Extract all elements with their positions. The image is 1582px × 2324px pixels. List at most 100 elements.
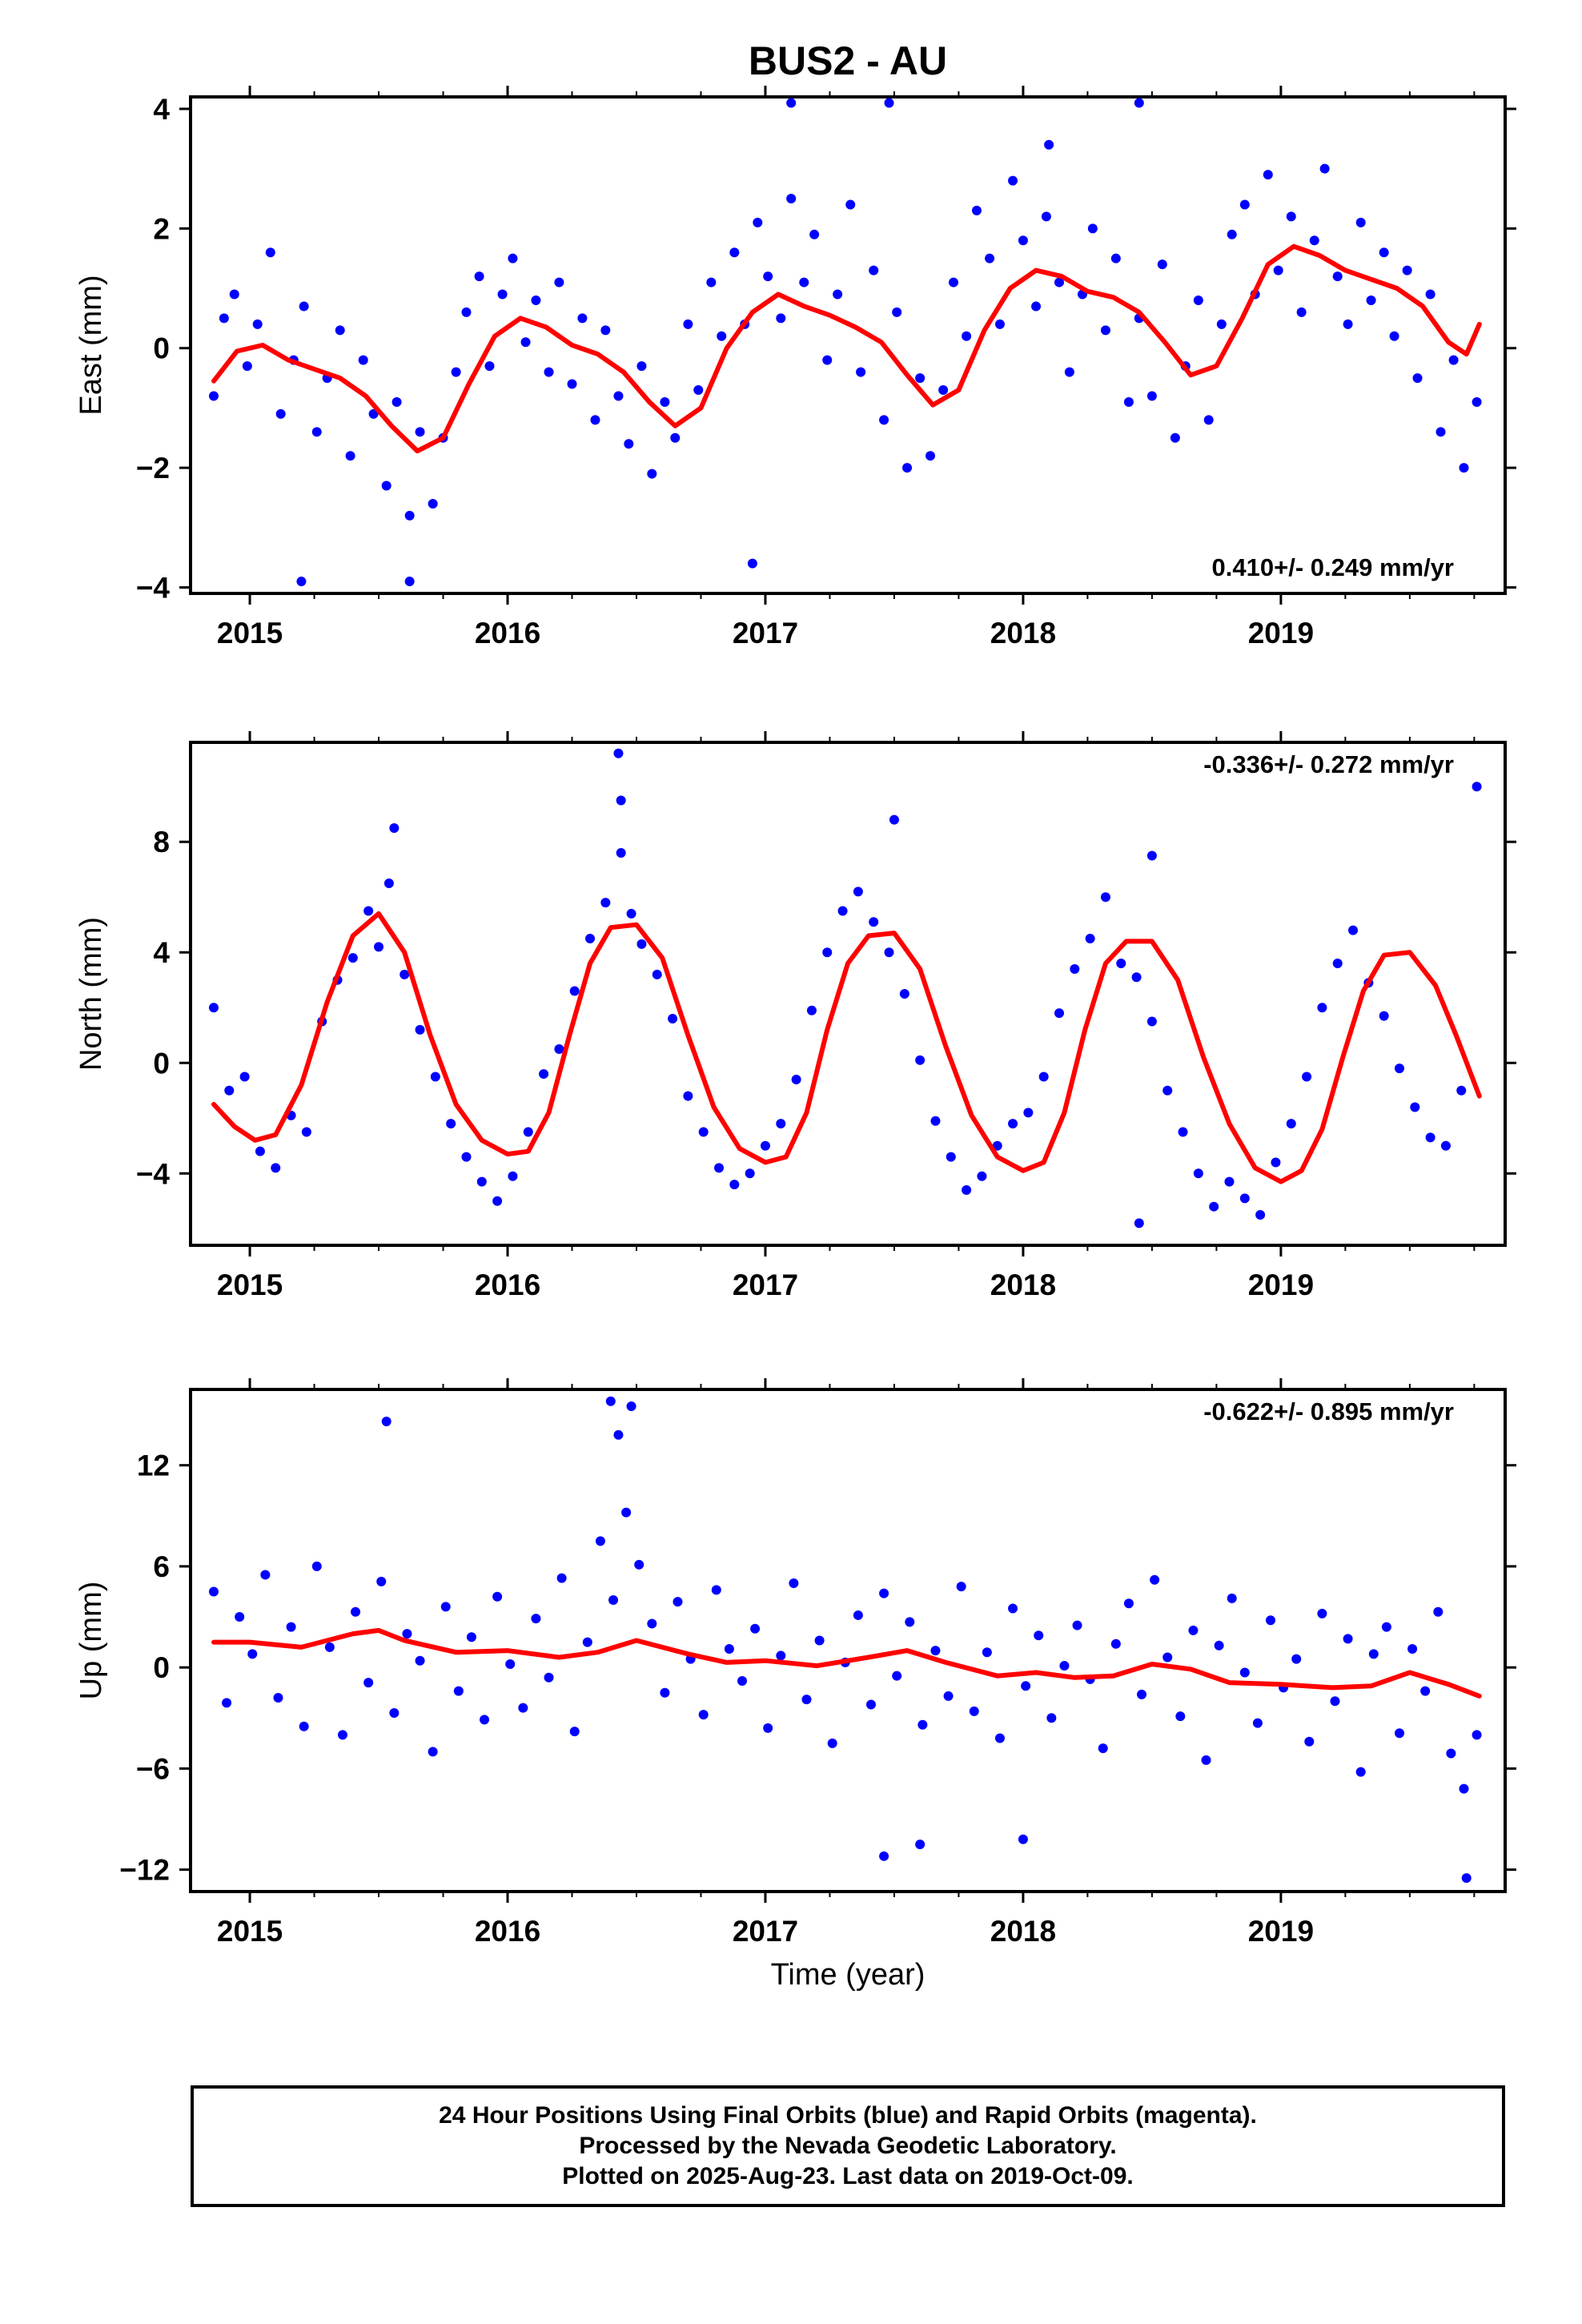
north-data-point xyxy=(853,887,863,897)
north-panel: 2015 2016 2017 2018 2019 8 4 0 −4 North (mm) -0.33… xyxy=(74,731,1516,1301)
up-data-point xyxy=(1034,1630,1044,1641)
east-data-point xyxy=(368,408,379,419)
north-data-layer xyxy=(208,748,1482,1228)
north-data-point xyxy=(1023,1108,1034,1118)
north-data-point xyxy=(461,1152,472,1162)
up-data-point xyxy=(453,1686,464,1696)
north-data-point xyxy=(508,1171,518,1181)
north-data-point xyxy=(977,1171,987,1181)
north-data-point xyxy=(626,908,636,919)
up-data-point xyxy=(1381,1622,1391,1632)
up-data-point xyxy=(827,1738,837,1748)
north-data-point xyxy=(946,1152,956,1162)
north-data-point xyxy=(492,1196,503,1206)
east-data-point xyxy=(299,301,309,312)
east-data-point xyxy=(799,277,809,287)
north-data-point xyxy=(1178,1127,1188,1137)
east-data-point xyxy=(567,379,577,389)
north-data-point xyxy=(446,1119,456,1129)
east-data-point xyxy=(1146,391,1157,401)
north-data-point xyxy=(1146,850,1157,861)
north-data-point xyxy=(415,1024,425,1035)
east-data-point xyxy=(786,98,797,108)
north-data-point xyxy=(714,1163,725,1173)
east-data-point xyxy=(729,247,740,258)
east-data-point xyxy=(531,295,541,305)
north-data-point xyxy=(1209,1201,1219,1212)
north-data-point xyxy=(569,986,580,996)
up-x-tick-label: 2018 xyxy=(990,1915,1056,1948)
up-data-point xyxy=(608,1595,619,1606)
north-data-point xyxy=(1472,782,1482,792)
east-data-point xyxy=(786,193,797,203)
up-data-point xyxy=(337,1730,347,1740)
east-data-point xyxy=(971,205,982,215)
up-data-point xyxy=(943,1691,954,1701)
up-data-point xyxy=(750,1623,761,1634)
up-data-point xyxy=(1175,1711,1186,1722)
up-data-point xyxy=(1239,1667,1250,1678)
east-fit-curve xyxy=(211,243,1482,454)
up-data-point xyxy=(915,1839,926,1850)
north-data-point xyxy=(208,1003,219,1013)
east-x-tick-label: 2019 xyxy=(1248,617,1314,649)
east-data-point xyxy=(1448,355,1459,365)
east-data-point xyxy=(994,319,1005,329)
north-data-point xyxy=(1146,1016,1157,1027)
up-data-point xyxy=(1433,1606,1443,1617)
up-data-point xyxy=(982,1647,992,1658)
up-data-point xyxy=(1021,1681,1031,1691)
up-data-point xyxy=(260,1570,271,1580)
east-data-point xyxy=(296,577,307,587)
up-y-tick-label: −6 xyxy=(136,1752,170,1785)
north-data-point xyxy=(476,1176,487,1187)
up-data-point xyxy=(1394,1728,1404,1739)
north-x-tick-label: 2015 xyxy=(217,1269,283,1301)
north-data-point xyxy=(962,1184,972,1195)
up-data-point xyxy=(1162,1652,1173,1663)
east-data-point xyxy=(590,415,600,425)
up-data-point xyxy=(311,1561,322,1571)
east-data-point xyxy=(404,510,415,521)
east-data-point xyxy=(229,289,239,300)
east-data-point xyxy=(1355,217,1366,227)
up-data-point xyxy=(711,1585,721,1595)
up-data-point xyxy=(763,1723,773,1733)
east-data-point xyxy=(1472,396,1482,407)
north-data-point xyxy=(915,1055,926,1065)
up-data-point xyxy=(930,1646,941,1656)
east-rate-label: 0.410+/- 0.249 mm/yr xyxy=(1212,553,1454,581)
up-data-point xyxy=(1098,1743,1108,1754)
north-data-point xyxy=(1286,1119,1296,1129)
up-data-point xyxy=(569,1727,580,1737)
north-data-point xyxy=(698,1127,709,1137)
east-data-point xyxy=(809,229,820,239)
east-data-point xyxy=(949,277,959,287)
east-data-point xyxy=(1286,211,1296,222)
east-data-point xyxy=(747,558,757,569)
up-data-point xyxy=(286,1622,296,1632)
up-data-point xyxy=(505,1659,516,1669)
up-data-point xyxy=(634,1559,644,1570)
north-data-point xyxy=(899,989,909,999)
east-data-point xyxy=(577,313,588,324)
east-data-point xyxy=(381,480,391,491)
east-data-point xyxy=(208,391,219,401)
east-data-point xyxy=(1203,415,1214,425)
east-data-point xyxy=(497,289,508,300)
east-data-point xyxy=(1041,211,1051,222)
north-plot-frame xyxy=(189,741,1507,1247)
east-data-point xyxy=(1170,432,1180,443)
north-data-point xyxy=(523,1127,533,1137)
up-data-point xyxy=(1188,1625,1199,1635)
up-data-point xyxy=(1110,1638,1121,1649)
east-data-point xyxy=(647,468,657,479)
east-data-point xyxy=(415,427,425,437)
east-x-tick-label: 2018 xyxy=(990,617,1056,649)
north-y-tick-label: 4 xyxy=(153,936,170,969)
north-y-tick-label: −4 xyxy=(136,1157,171,1190)
north-data-point xyxy=(729,1180,740,1190)
east-data-point xyxy=(1343,319,1353,329)
east-data-point xyxy=(763,271,773,282)
up-data-point xyxy=(605,1396,616,1406)
